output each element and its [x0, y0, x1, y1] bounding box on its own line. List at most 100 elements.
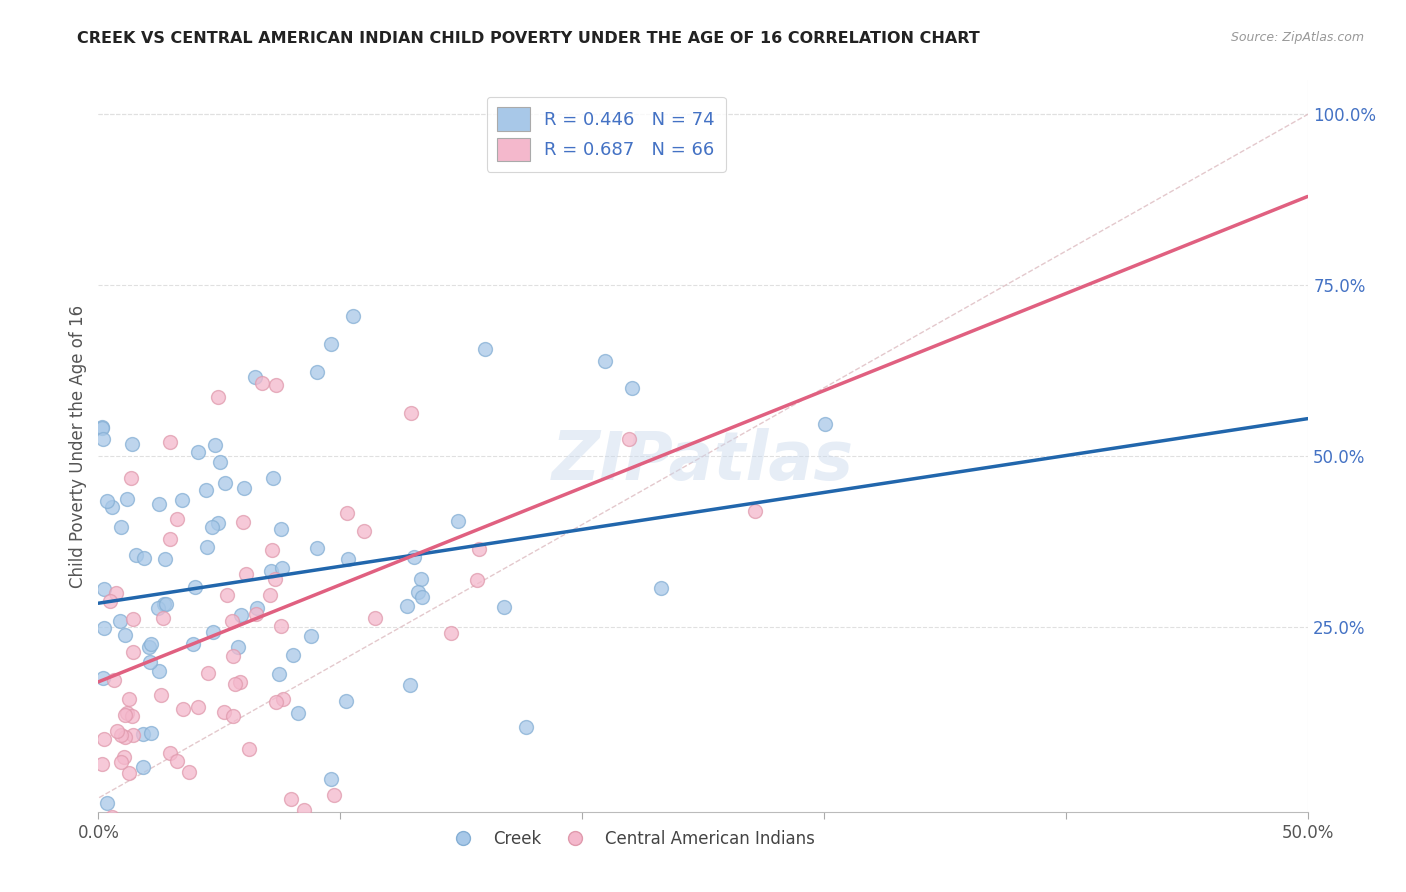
Point: [148, 497, 170, 511]
Point: [259, 564, 281, 578]
Point: [96, 494, 118, 508]
Point: [155, 598, 177, 612]
Point: [264, 572, 287, 586]
Point: [114, 708, 136, 723]
Point: [208, 454, 231, 468]
Point: [474, 342, 496, 356]
Point: [132, 551, 155, 566]
Point: [292, 803, 315, 817]
Point: [217, 588, 239, 602]
Point: [121, 437, 143, 451]
Point: [202, 625, 225, 640]
Point: [224, 677, 246, 691]
Point: [515, 720, 537, 734]
Point: [101, 500, 124, 515]
Point: [287, 706, 309, 721]
Point: [112, 750, 135, 764]
Point: [122, 645, 145, 659]
Point: [184, 580, 207, 594]
Point: [132, 726, 155, 740]
Point: [187, 445, 209, 459]
Point: [104, 585, 127, 599]
Point: [260, 542, 283, 557]
Point: [465, 573, 488, 587]
Point: [259, 588, 281, 602]
Point: [281, 648, 304, 663]
Point: [181, 637, 204, 651]
Point: [280, 791, 302, 805]
Point: [270, 619, 292, 633]
Point: [101, 810, 124, 824]
Point: [323, 788, 346, 802]
Point: [138, 640, 160, 654]
Point: [593, 354, 616, 368]
Point: [335, 694, 357, 708]
Point: [468, 542, 491, 557]
Point: [166, 755, 188, 769]
Point: [399, 406, 422, 420]
Point: [93, 731, 115, 746]
Text: ZIPatlas: ZIPatlas: [553, 427, 853, 493]
Point: [103, 673, 125, 687]
Point: [617, 432, 640, 446]
Point: [214, 706, 236, 720]
Point: [114, 627, 136, 641]
Point: [91, 432, 114, 446]
Point: [159, 532, 181, 546]
Point: [235, 567, 257, 582]
Point: [105, 723, 128, 738]
Point: [270, 522, 292, 536]
Point: [336, 507, 359, 521]
Point: [166, 511, 188, 525]
Point: [620, 381, 643, 395]
Point: [155, 552, 177, 566]
Point: [264, 695, 287, 709]
Point: [124, 548, 146, 562]
Point: [139, 655, 162, 669]
Point: [195, 483, 218, 498]
Point: [96, 796, 118, 810]
Point: [115, 491, 138, 506]
Point: [159, 434, 181, 449]
Point: [243, 369, 266, 384]
Point: [494, 600, 516, 615]
Point: [650, 582, 672, 596]
Point: [207, 516, 229, 531]
Point: [440, 626, 463, 640]
Point: [91, 825, 114, 839]
Point: [98, 593, 121, 607]
Point: [246, 600, 269, 615]
Point: [399, 678, 422, 692]
Point: [103, 823, 125, 838]
Point: [232, 515, 254, 529]
Text: Source: ZipAtlas.com: Source: ZipAtlas.com: [1230, 31, 1364, 45]
Point: [409, 572, 432, 586]
Point: [207, 390, 229, 404]
Point: [269, 667, 291, 681]
Point: [172, 702, 194, 716]
Legend: Creek, Central American Indians: Creek, Central American Indians: [440, 823, 821, 855]
Point: [233, 481, 256, 495]
Point: [93, 671, 115, 685]
Point: [307, 541, 329, 555]
Point: [222, 648, 245, 663]
Point: [120, 471, 142, 485]
Point: [252, 376, 274, 390]
Point: [118, 692, 141, 706]
Point: [91, 756, 114, 771]
Point: [148, 665, 170, 679]
Point: [195, 540, 218, 554]
Point: [319, 772, 342, 786]
Point: [110, 728, 132, 742]
Point: [273, 691, 295, 706]
Point: [93, 582, 115, 596]
Point: [395, 599, 418, 613]
Point: [229, 608, 252, 623]
Point: [159, 746, 181, 760]
Point: [122, 728, 145, 742]
Point: [110, 756, 132, 770]
Point: [170, 493, 193, 508]
Point: [146, 600, 169, 615]
Point: [141, 726, 163, 740]
Point: [101, 825, 124, 839]
